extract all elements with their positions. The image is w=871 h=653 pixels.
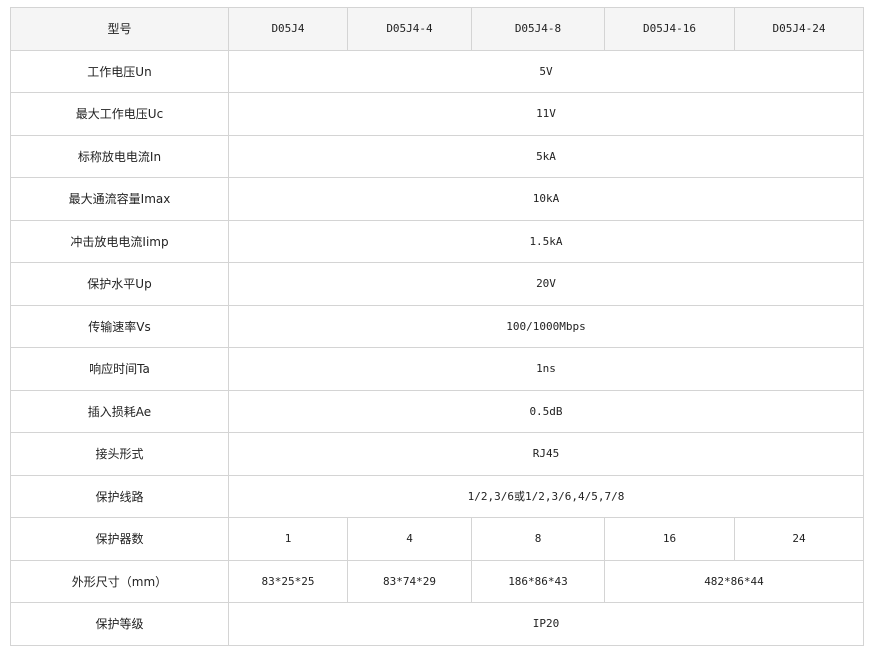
table-row: 保护线路 1/2,3/6或1/2,3/6,4/5,7/8 xyxy=(10,474,864,518)
table-row: 外形尺寸（mm） 83*25*25 83*74*29 186*86*43 482*86*… xyxy=(10,559,864,603)
row-value: 83*74*29 xyxy=(347,559,472,603)
row-label: 标称放电电流In xyxy=(10,134,229,178)
row-label: 外形尺寸（mm） xyxy=(10,559,229,603)
row-value: 16 xyxy=(604,517,735,561)
table-row: 接头形式 RJ45 xyxy=(10,432,864,476)
table-row: 保护器数 1 4 8 16 24 xyxy=(10,517,864,561)
row-label: 保护器数 xyxy=(10,517,229,561)
row-value: RJ45 xyxy=(228,432,864,476)
row-value: 24 xyxy=(734,517,864,561)
row-value: 4 xyxy=(347,517,472,561)
row-label: 冲击放电电流Iimp xyxy=(10,219,229,263)
row-value: 0.5dB xyxy=(228,389,864,433)
row-label: 最大工作电压Uc xyxy=(10,92,229,136)
model-cell: D05J4-4 xyxy=(347,7,472,51)
spec-table: 型号 D05J4 D05J4-4 D05J4-8 D05J4-16 D05J4-… xyxy=(10,7,864,646)
model-cell: D05J4-8 xyxy=(471,7,605,51)
row-value: 83*25*25 xyxy=(228,559,348,603)
row-label: 接头形式 xyxy=(10,432,229,476)
model-cell: D05J4-16 xyxy=(604,7,735,51)
row-label: 保护水平Up xyxy=(10,262,229,306)
table-row: 保护水平Up 20V xyxy=(10,262,864,306)
row-value: 5kA xyxy=(228,134,864,178)
table-row: 标称放电电流In 5kA xyxy=(10,134,864,178)
row-value: 11V xyxy=(228,92,864,136)
header-label: 型号 xyxy=(10,7,229,51)
table-row: 最大工作电压Uc 11V xyxy=(10,92,864,136)
row-value: 482*86*44 xyxy=(604,559,864,603)
table-row: 传输速率Vs 100/1000Mbps xyxy=(10,304,864,348)
row-label: 保护等级 xyxy=(10,602,229,646)
header-row: 型号 D05J4 D05J4-4 D05J4-8 D05J4-16 D05J4-… xyxy=(10,7,864,51)
row-label: 响应时间Ta xyxy=(10,347,229,391)
table-row: 保护等级 IP20 xyxy=(10,602,864,646)
model-cell: D05J4-24 xyxy=(734,7,864,51)
table-row: 工作电压Un 5V xyxy=(10,49,864,93)
row-value: 5V xyxy=(228,49,864,93)
row-label: 工作电压Un xyxy=(10,49,229,93)
table-row: 响应时间Ta 1ns xyxy=(10,347,864,391)
row-value: 20V xyxy=(228,262,864,306)
row-label: 最大通流容量Imax xyxy=(10,177,229,221)
row-value: 100/1000Mbps xyxy=(228,304,864,348)
row-value: 1ns xyxy=(228,347,864,391)
table-row: 插入损耗Ae 0.5dB xyxy=(10,389,864,433)
model-cell: D05J4 xyxy=(228,7,348,51)
row-value: 10kA xyxy=(228,177,864,221)
row-value: 8 xyxy=(471,517,605,561)
row-value: 1.5kA xyxy=(228,219,864,263)
row-value: 1 xyxy=(228,517,348,561)
table-row: 最大通流容量Imax 10kA xyxy=(10,177,864,221)
row-value: 186*86*43 xyxy=(471,559,605,603)
row-value: 1/2,3/6或1/2,3/6,4/5,7/8 xyxy=(228,474,864,518)
row-label: 插入损耗Ae xyxy=(10,389,229,433)
row-label: 保护线路 xyxy=(10,474,229,518)
row-label: 传输速率Vs xyxy=(10,304,229,348)
row-value: IP20 xyxy=(228,602,864,646)
table-row: 冲击放电电流Iimp 1.5kA xyxy=(10,219,864,263)
